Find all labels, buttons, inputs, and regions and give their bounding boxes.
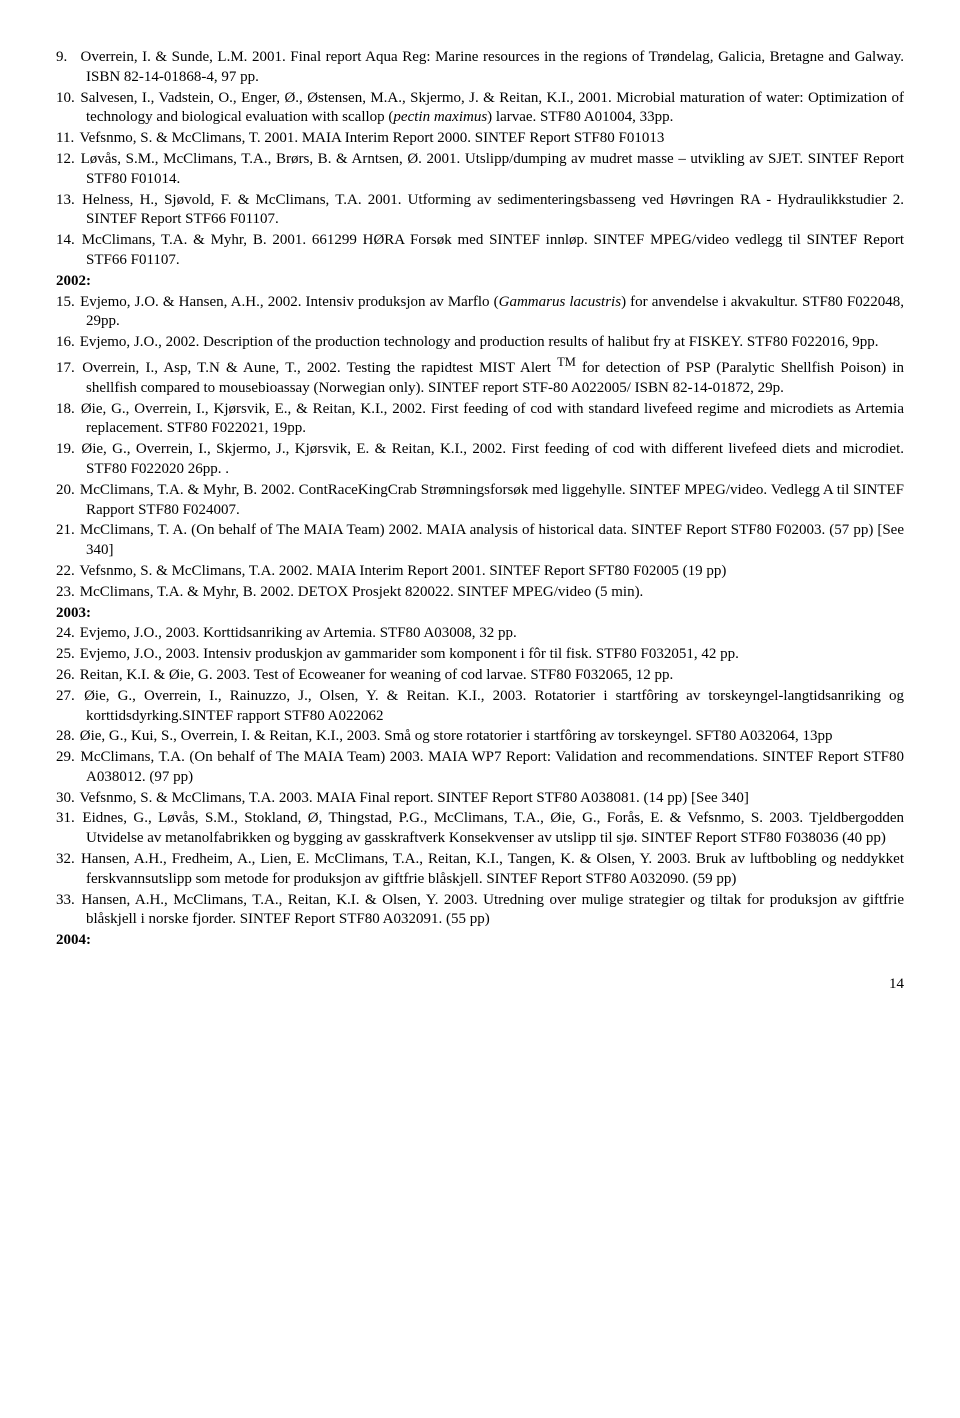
reference-text: McClimans, T.A. & Myhr, B. 2002. ContRac… [76, 482, 904, 518]
reference-item: 31. Eidnes, G., Løvås, S.M., Stokland, Ø… [56, 809, 904, 849]
reference-number: 11. [56, 129, 76, 149]
reference-item: 16. Evjemo, J.O., 2002. Description of t… [56, 333, 904, 353]
reference-item: 18. Øie, G., Overrein, I., Kjørsvik, E.,… [56, 400, 904, 440]
reference-text: Evjemo, J.O., 2002. Description of the p… [76, 334, 879, 350]
reference-number: 31. [56, 809, 76, 829]
reference-item: 21. McClimans, T. A. (On behalf of The M… [56, 521, 904, 561]
reference-item: 33. Hansen, A.H., McClimans, T.A., Reita… [56, 891, 904, 931]
reference-text: Reitan, K.I. & Øie, G. 2003. Test of Eco… [76, 667, 673, 683]
reference-number: 14. [56, 231, 76, 251]
reference-text: McClimans, T.A. & Myhr, B. 2002. DETOX P… [76, 584, 643, 600]
reference-text: Løvås, S.M., McClimans, T.A., Brørs, B. … [76, 151, 904, 187]
reference-number: 9. [56, 48, 76, 68]
reference-item: 15. Evjemo, J.O. & Hansen, A.H., 2002. I… [56, 293, 904, 333]
reference-item: 29. McClimans, T.A. (On behalf of The MA… [56, 748, 904, 788]
reference-text: McClimans, T.A. (On behalf of The MAIA T… [76, 749, 904, 785]
year-heading: 2004: [56, 931, 904, 951]
reference-number: 26. [56, 666, 76, 686]
reference-text: Hansen, A.H., McClimans, T.A., Reitan, K… [76, 892, 904, 928]
reference-list: 9. Overrein, I. & Sunde, L.M. 2001. Fina… [56, 48, 904, 951]
reference-item: 19. Øie, G., Overrein, I., Skjermo, J., … [56, 440, 904, 480]
reference-text: Øie, G., Kui, S., Overrein, I. & Reitan,… [76, 728, 833, 744]
reference-number: 27. [56, 687, 76, 707]
reference-number: 29. [56, 748, 76, 768]
reference-number: 30. [56, 789, 76, 809]
reference-number: 23. [56, 583, 76, 603]
reference-number: 32. [56, 850, 76, 870]
reference-number: 25. [56, 645, 76, 665]
reference-text: Evjemo, J.O. & Hansen, A.H., 2002. Inten… [76, 294, 904, 330]
reference-item: 14. McClimans, T.A. & Myhr, B. 2001. 661… [56, 231, 904, 271]
reference-number: 20. [56, 481, 76, 501]
reference-item: 11. Vefsnmo, S. & McClimans, T. 2001. MA… [56, 129, 904, 149]
reference-text: Salvesen, I., Vadstein, O., Enger, Ø., Ø… [76, 90, 904, 126]
reference-item: 9. Overrein, I. & Sunde, L.M. 2001. Fina… [56, 48, 904, 88]
reference-text: Evjemo, J.O., 2003. Intensiv produskjon … [76, 646, 739, 662]
reference-number: 18. [56, 400, 76, 420]
reference-item: 27. Øie, G., Overrein, I., Rainuzzo, J.,… [56, 687, 904, 727]
reference-item: 26. Reitan, K.I. & Øie, G. 2003. Test of… [56, 666, 904, 686]
year-heading: 2002: [56, 272, 904, 292]
reference-item: 24. Evjemo, J.O., 2003. Korttidsanriking… [56, 624, 904, 644]
reference-text: Øie, G., Overrein, I., Rainuzzo, J., Ols… [76, 688, 904, 724]
reference-item: 25. Evjemo, J.O., 2003. Intensiv produsk… [56, 645, 904, 665]
reference-item: 20. McClimans, T.A. & Myhr, B. 2002. Con… [56, 481, 904, 521]
reference-item: 13. Helness, H., Sjøvold, F. & McClimans… [56, 191, 904, 231]
reference-item: 32. Hansen, A.H., Fredheim, A., Lien, E.… [56, 850, 904, 890]
year-heading: 2003: [56, 604, 904, 624]
reference-text: Overrein, I. & Sunde, L.M. 2001. Final r… [76, 49, 904, 85]
reference-number: 16. [56, 333, 76, 353]
reference-item: 28. Øie, G., Kui, S., Overrein, I. & Rei… [56, 727, 904, 747]
reference-number: 19. [56, 440, 76, 460]
reference-number: 28. [56, 727, 76, 747]
reference-number: 24. [56, 624, 76, 644]
reference-number: 21. [56, 521, 76, 541]
reference-number: 13. [56, 191, 76, 211]
reference-text: Vefsnmo, S. & McClimans, T.A. 2003. MAIA… [76, 790, 749, 806]
reference-text: McClimans, T.A. & Myhr, B. 2001. 661299 … [76, 232, 904, 268]
reference-text: McClimans, T. A. (On behalf of The MAIA … [76, 522, 904, 558]
reference-item: 12. Løvås, S.M., McClimans, T.A., Brørs,… [56, 150, 904, 190]
reference-item: 22. Vefsnmo, S. & McClimans, T.A. 2002. … [56, 562, 904, 582]
reference-text: Vefsnmo, S. & McClimans, T.A. 2002. MAIA… [76, 563, 726, 579]
reference-text: Eidnes, G., Løvås, S.M., Stokland, Ø, Th… [76, 810, 904, 846]
reference-text: Øie, G., Overrein, I., Kjørsvik, E., & R… [76, 401, 904, 437]
reference-number: 15. [56, 293, 76, 313]
reference-text: Hansen, A.H., Fredheim, A., Lien, E. McC… [76, 851, 904, 887]
reference-number: 17. [56, 359, 76, 379]
reference-number: 10. [56, 89, 76, 109]
reference-text: Overrein, I., Asp, T.N & Aune, T., 2002.… [76, 360, 904, 396]
reference-item: 30. Vefsnmo, S. & McClimans, T.A. 2003. … [56, 789, 904, 809]
reference-number: 12. [56, 150, 76, 170]
reference-number: 33. [56, 891, 76, 911]
reference-text: Evjemo, J.O., 2003. Korttidsanriking av … [76, 625, 517, 641]
reference-text: Øie, G., Overrein, I., Skjermo, J., Kjør… [76, 441, 904, 477]
reference-text: Vefsnmo, S. & McClimans, T. 2001. MAIA I… [76, 130, 664, 146]
reference-text: Helness, H., Sjøvold, F. & McClimans, T.… [76, 192, 904, 228]
reference-number: 22. [56, 562, 76, 582]
reference-item: 23. McClimans, T.A. & Myhr, B. 2002. DET… [56, 583, 904, 603]
reference-item: 17. Overrein, I., Asp, T.N & Aune, T., 2… [56, 354, 904, 399]
reference-item: 10. Salvesen, I., Vadstein, O., Enger, Ø… [56, 89, 904, 129]
page-number: 14 [56, 975, 904, 995]
